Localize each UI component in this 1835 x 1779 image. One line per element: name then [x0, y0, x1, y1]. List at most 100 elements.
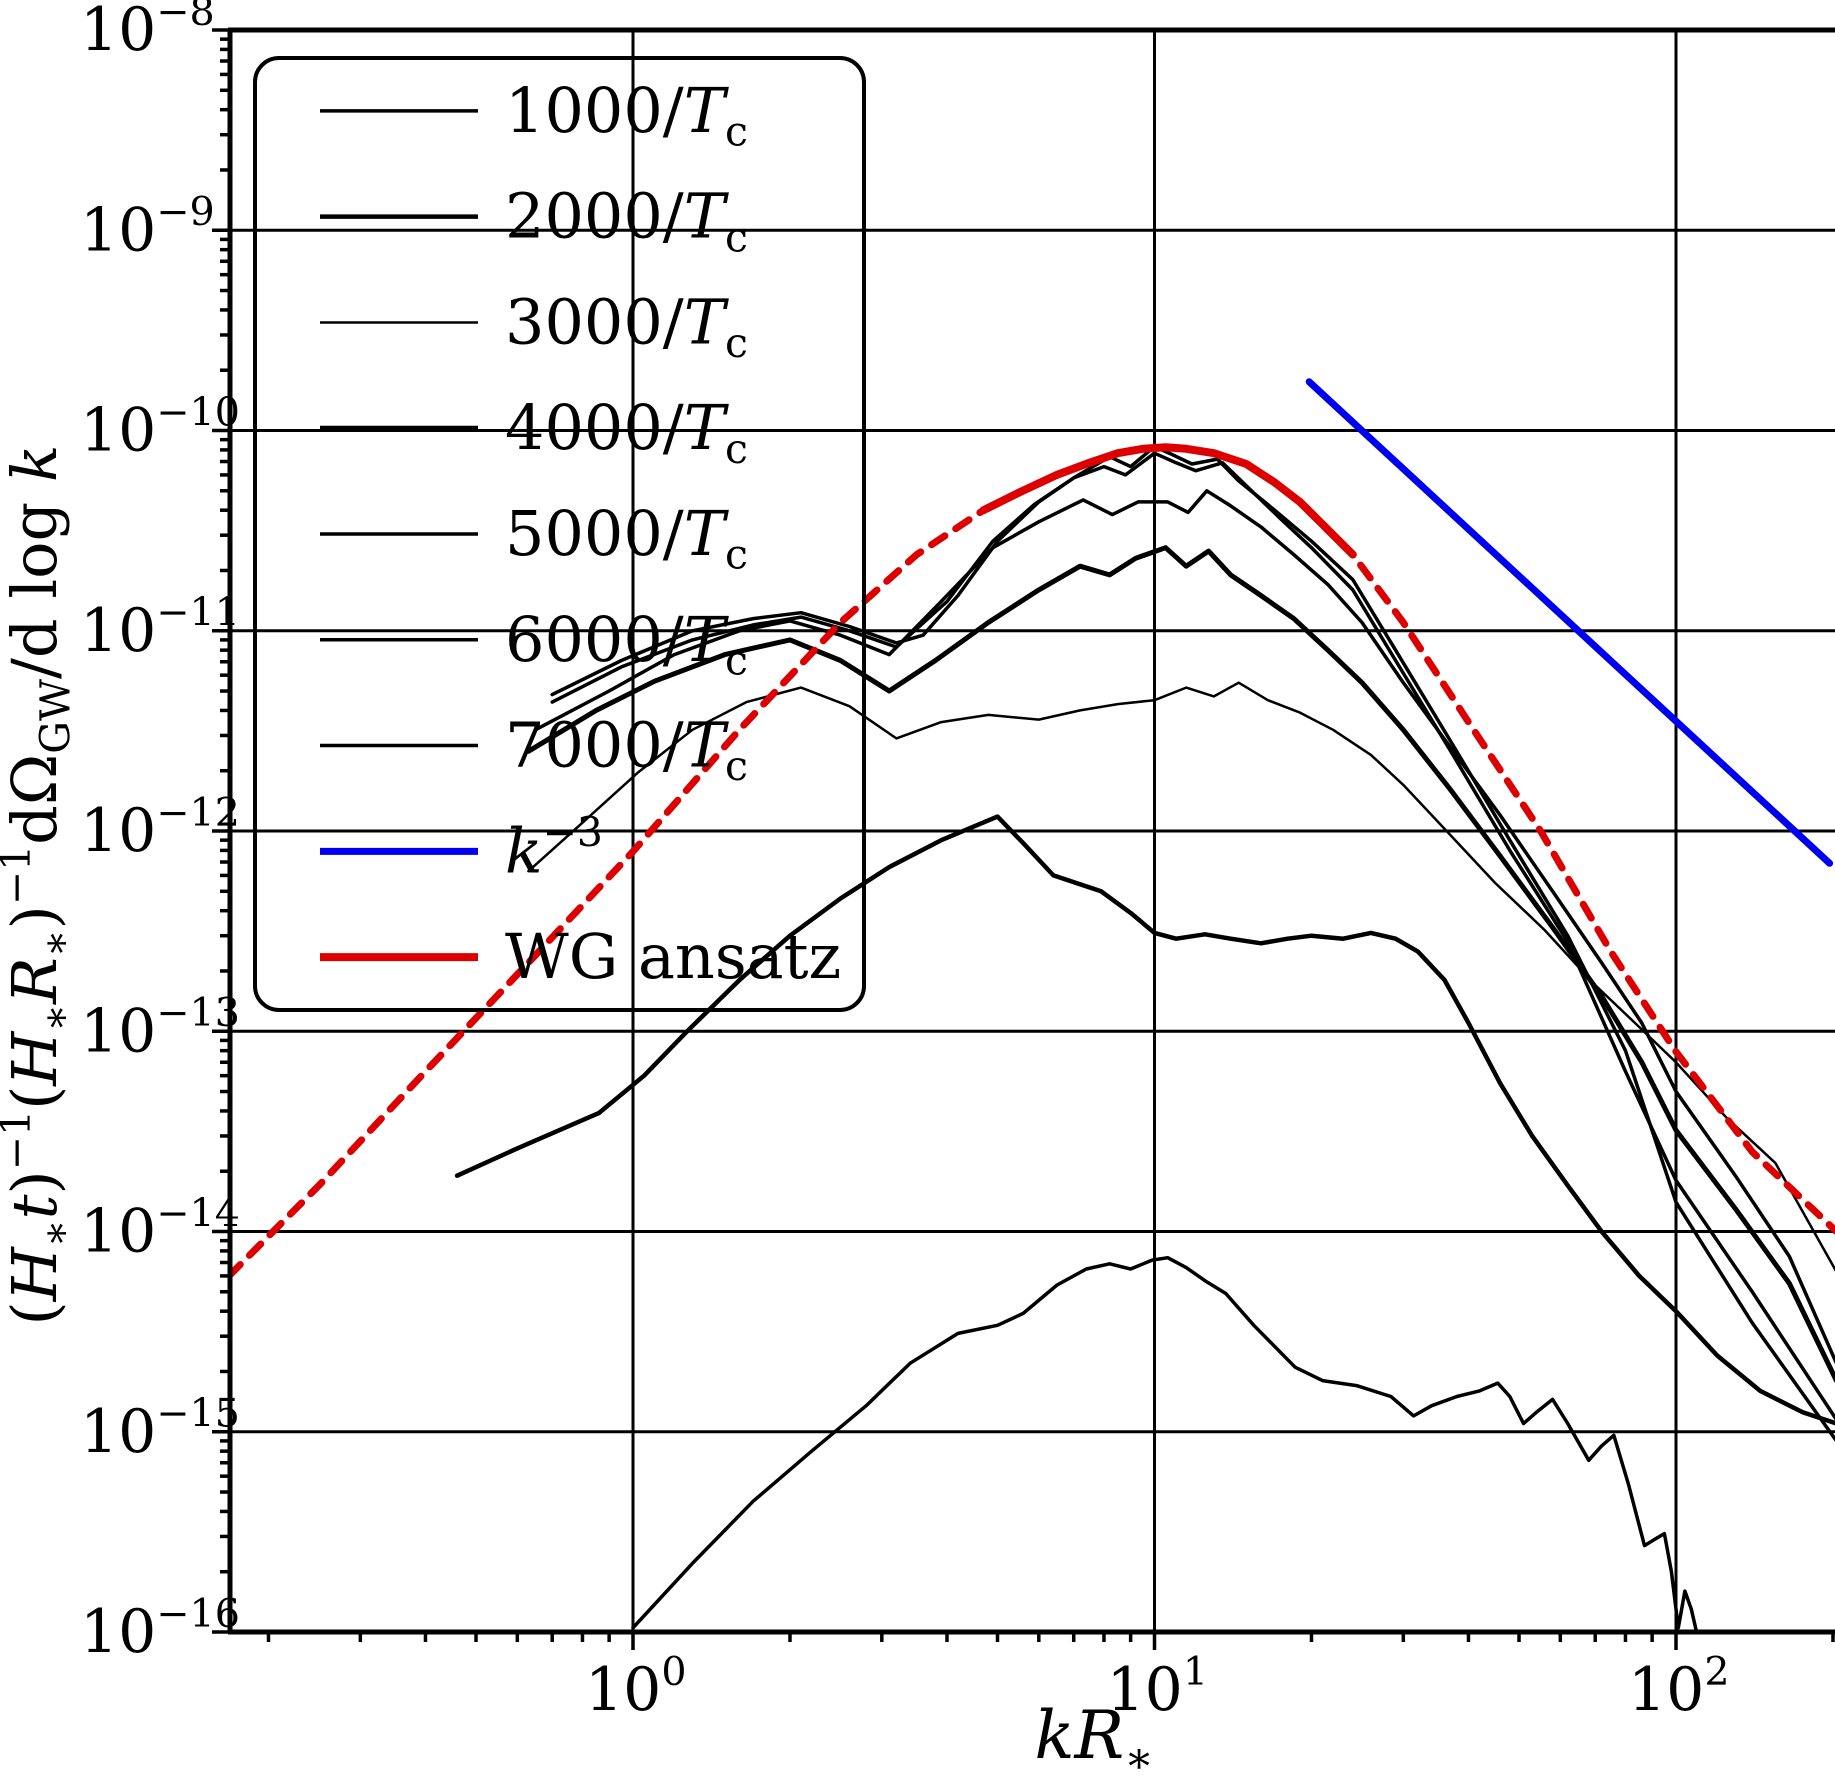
legend-entry-t1000: 1000/Tc	[320, 74, 748, 156]
y-tick-label: 10−15	[80, 1391, 240, 1467]
x-axis-label-segment: ∗	[1124, 1734, 1154, 1779]
y-axis-label: (H∗t)−1(H∗R∗)−1dΩGW/d log k	[0, 445, 80, 1326]
y-axis-label-segment: (	[0, 1086, 71, 1110]
legend-label-k3-segment: k	[505, 814, 543, 887]
curve-k3	[1305, 378, 1834, 867]
y-axis-label-segment: −1	[0, 1110, 40, 1170]
y-tick-label-segment: 10	[80, 596, 156, 666]
y-axis-label-segment: H	[0, 1245, 71, 1302]
y-axis-label-segment: k	[0, 445, 71, 483]
curve-t1000	[631, 1255, 1699, 1634]
legend-label-t4000-segment: c	[725, 425, 748, 473]
curve-t5000	[533, 489, 1835, 1365]
legend-label-t4000-segment: T	[684, 391, 730, 464]
legend-entry-t2000: 2000/Tc	[320, 180, 748, 262]
curve-t4000	[525, 545, 1835, 1383]
y-axis-label-segment: Ω	[0, 754, 71, 805]
curve-t2000	[454, 814, 1835, 1426]
y-axis-label-segment: ∗	[32, 929, 80, 957]
y-tick-label-segment: 10	[80, 1597, 156, 1667]
y-tick-label-segment: 10	[80, 1197, 156, 1267]
y-tick-label-segment: −15	[156, 1391, 240, 1437]
legend: 1000/Tc2000/Tc3000/Tc4000/Tc5000/Tc6000/…	[253, 56, 866, 1012]
legend-label-t7000-segment: 7000/	[505, 709, 684, 782]
legend-label-t2000-segment: 2000/	[505, 180, 684, 253]
x-tick-label-segment: 0	[661, 1649, 686, 1695]
y-axis-label-segment: ∗	[32, 1004, 80, 1032]
y-tick-label: 10−11	[80, 590, 240, 666]
legend-label-t1000-segment: c	[725, 107, 748, 155]
y-tick-label-segment: −11	[156, 590, 240, 636]
legend-label-t3000: 3000/Tc	[505, 285, 748, 367]
legend-label-t2000-segment: c	[725, 213, 748, 261]
curve-wgdot	[230, 443, 1835, 1280]
legend-entry-wg: WG ansatz	[320, 920, 841, 993]
legend-label-t5000: 5000/Tc	[505, 497, 748, 579]
y-tick-label-segment: 10	[80, 396, 156, 466]
legend-label-t4000-segment: 4000/	[505, 391, 684, 464]
y-tick-label-segment: −10	[156, 389, 240, 435]
y-tick-label: 10−12	[80, 790, 240, 866]
y-tick-label-segment: −9	[156, 189, 214, 235]
legend-entry-t3000: 3000/Tc	[320, 285, 748, 367]
legend-label-t5000-segment: T	[684, 497, 730, 570]
y-tick-label-segment: 10	[80, 1397, 156, 1467]
y-tick-label-segment: −13	[156, 990, 240, 1036]
y-axis-label-segment: ∗	[32, 1219, 80, 1247]
legend-entry-t7000: 7000/Tc	[320, 709, 748, 791]
legend-label-t7000-segment: c	[725, 742, 748, 790]
legend-entry-t4000: 4000/Tc	[320, 391, 748, 473]
legend-label-t4000: 4000/Tc	[505, 391, 748, 473]
y-tick-label: 10−10	[80, 389, 240, 465]
y-tick-label-segment: 10	[80, 796, 156, 866]
y-axis-label-segment: d	[0, 805, 71, 845]
legend-label-t3000-segment: c	[725, 319, 748, 367]
legend-label-t6000-segment: T	[684, 603, 730, 676]
y-tick-label-segment: −12	[156, 790, 240, 836]
y-axis-label-segment: R	[0, 957, 71, 1005]
legend-label-t5000-segment: 5000/	[505, 497, 684, 570]
y-axis-label-segment: GW	[32, 679, 80, 754]
x-tick-label: 100	[585, 1649, 687, 1725]
x-axis-label: kR∗	[1035, 1697, 1154, 1779]
x-tick-label-segment: 10	[1107, 1655, 1183, 1725]
x-axis-label-segment: R	[1074, 1697, 1125, 1774]
y-tick-label: 10−8	[80, 0, 215, 65]
legend-label-t1000-segment: 1000/	[505, 74, 684, 147]
x-tick-label-segment: 10	[585, 1655, 661, 1725]
legend-label-wg-segment: WG ansatz	[505, 920, 841, 993]
spines-group	[227, 27, 1835, 1635]
x-tick-label: 101	[1107, 1649, 1209, 1725]
x-tick-label-segment: 2	[1704, 1649, 1729, 1695]
legend-entry-t5000: 5000/Tc	[320, 497, 748, 579]
legend-label-t2000: 2000/Tc	[505, 180, 748, 262]
legend-box	[253, 56, 866, 1012]
y-tick-label: 10−13	[80, 990, 240, 1066]
y-tick-label-segment: 10	[80, 0, 156, 65]
y-axis-label-segment: H	[0, 1030, 71, 1087]
curve-wg	[979, 443, 1357, 559]
y-axis-label-segment: t	[0, 1194, 71, 1219]
legend-label-t1000: 1000/Tc	[505, 74, 748, 156]
y-axis-label-segment: )	[0, 905, 71, 929]
legend-label-k3-segment: −3	[543, 808, 603, 856]
y-axis-label-segment: (	[0, 1301, 71, 1325]
y-tick-label: 10−16	[80, 1591, 240, 1667]
legend-label-t1000-segment: T	[684, 74, 730, 147]
legend-label-t3000-segment: 3000/	[505, 285, 684, 358]
legend-entry-k3: k−3	[320, 808, 603, 887]
y-tick-label: 10−14	[80, 1190, 240, 1266]
y-axis-label-segment: −1	[0, 845, 40, 905]
legend-label-t5000-segment: c	[725, 531, 748, 579]
legend-label-k3: k−3	[505, 808, 603, 887]
y-tick-label-segment: −14	[156, 1190, 240, 1236]
x-tick-label: 102	[1628, 1649, 1730, 1725]
y-tick-label-segment: −16	[156, 1591, 240, 1637]
legend-label-t6000-segment: 6000/	[505, 603, 684, 676]
y-axis-label-segment: /d log	[0, 482, 71, 679]
legend-label-t7000: 7000/Tc	[505, 709, 748, 791]
legend-label-wg: WG ansatz	[505, 920, 841, 993]
